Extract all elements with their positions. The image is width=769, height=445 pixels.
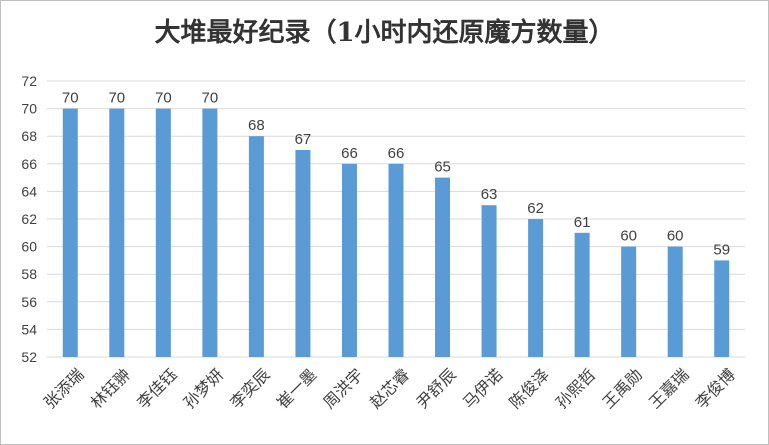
data-label: 63 [481,186,498,203]
data-label: 62 [527,200,544,217]
data-label: 61 [574,214,591,231]
bar [109,108,125,357]
data-label: 70 [108,90,125,107]
data-label: 66 [341,145,358,162]
y-tick-label: 72 [21,73,37,89]
bar [481,205,497,357]
category-label: 王禹勋 [599,365,646,412]
bar [341,163,357,357]
category-label: 李佳钰 [133,365,180,412]
bar [714,260,730,357]
category-label: 孙熙哲 [552,365,599,412]
y-tick-label: 62 [21,211,37,227]
data-label: 70 [202,90,219,107]
bar [667,246,683,357]
category-label: 周洪宇 [319,365,366,412]
bar [62,108,78,357]
category-label: 张添瑞 [40,365,87,412]
y-tick-label: 58 [21,266,37,282]
data-label: 65 [434,159,451,176]
bar [155,108,171,357]
bar [202,108,218,357]
y-tick-label: 64 [21,183,37,199]
data-label: 66 [388,145,405,162]
bar [388,163,404,357]
category-label: 孙梦妍 [180,365,227,412]
y-tick-label: 52 [21,349,37,365]
bar [248,136,264,357]
category-label: 崔一墨 [273,365,320,412]
chart-title: 大堆最好纪录（1小时内还原魔方数量） [154,18,615,48]
y-tick-label: 68 [21,128,37,144]
category-label: 李俊博 [692,365,739,412]
category-label: 赵芯睿 [366,365,413,412]
y-tick-label: 60 [21,239,37,255]
category-label: 马伊诺 [459,365,506,412]
category-label: 陈俊泽 [506,365,553,412]
y-tick-label: 70 [21,101,37,117]
data-label: 70 [155,90,172,107]
category-label: 尹舒辰 [412,365,459,412]
data-label: 67 [295,131,312,148]
y-tick-label: 66 [21,156,37,172]
bar [528,219,544,357]
bar [295,150,311,357]
category-label: 王嘉瑞 [645,365,692,412]
data-label: 60 [667,228,684,245]
data-label: 60 [620,228,637,245]
data-label: 70 [62,90,79,107]
bar [574,232,590,357]
category-label: 林钰翀 [87,365,134,412]
bar [435,177,451,357]
category-label: 李奕辰 [226,365,273,412]
y-tick-label: 56 [21,294,37,310]
y-tick-label: 54 [21,321,37,337]
data-label: 68 [248,117,265,134]
data-label: 59 [713,241,730,258]
bar [621,246,637,357]
